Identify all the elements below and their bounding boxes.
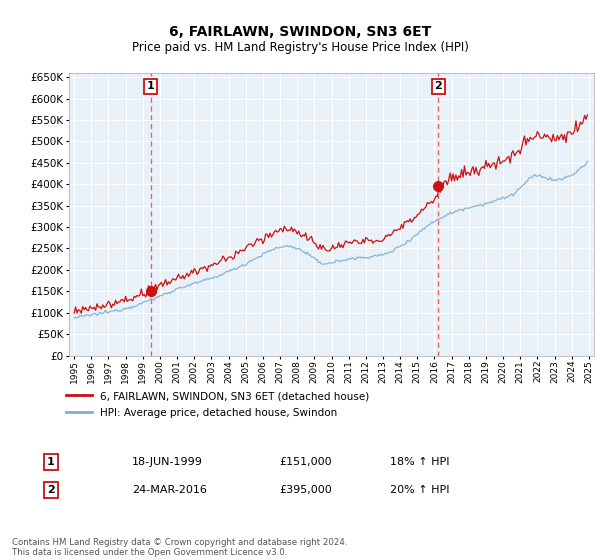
Text: 20% ↑ HPI: 20% ↑ HPI bbox=[390, 485, 449, 495]
Text: 2: 2 bbox=[47, 485, 55, 495]
Text: 18-JUN-1999: 18-JUN-1999 bbox=[132, 457, 203, 467]
Text: Price paid vs. HM Land Registry's House Price Index (HPI): Price paid vs. HM Land Registry's House … bbox=[131, 41, 469, 54]
Text: £151,000: £151,000 bbox=[279, 457, 332, 467]
Text: 1: 1 bbox=[147, 81, 155, 91]
Legend: 6, FAIRLAWN, SWINDON, SN3 6ET (detached house), HPI: Average price, detached hou: 6, FAIRLAWN, SWINDON, SN3 6ET (detached … bbox=[61, 386, 374, 423]
Text: 2: 2 bbox=[434, 81, 442, 91]
Text: 6, FAIRLAWN, SWINDON, SN3 6ET: 6, FAIRLAWN, SWINDON, SN3 6ET bbox=[169, 25, 431, 39]
Text: 18% ↑ HPI: 18% ↑ HPI bbox=[390, 457, 449, 467]
Text: £395,000: £395,000 bbox=[279, 485, 332, 495]
Text: 1: 1 bbox=[47, 457, 55, 467]
Text: Contains HM Land Registry data © Crown copyright and database right 2024.
This d: Contains HM Land Registry data © Crown c… bbox=[12, 538, 347, 557]
Text: 24-MAR-2016: 24-MAR-2016 bbox=[132, 485, 207, 495]
